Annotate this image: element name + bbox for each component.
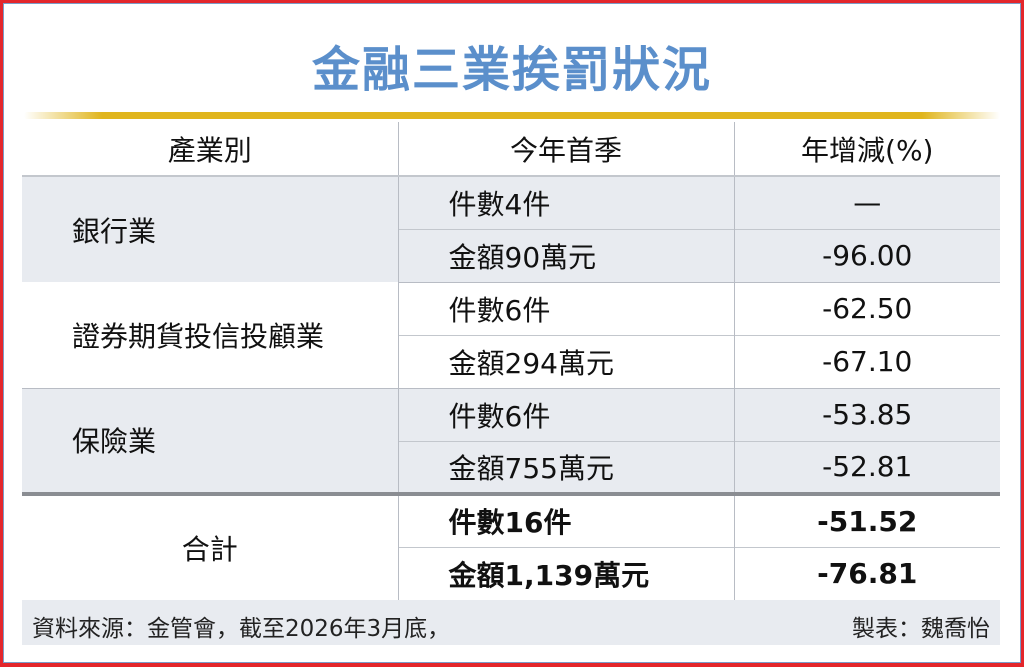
change-cell: -96.00 [733, 229, 1000, 283]
page-title: 金融三業挨罰狀況 [311, 42, 712, 98]
change-cell: -52.81 [733, 441, 1000, 494]
source-note: 資料來源：金管會，截至2026年3月底， [32, 616, 451, 642]
title-divider [24, 112, 1000, 119]
total-row: 合計 件數16件 -51.52 [22, 492, 1000, 600]
table-header-row: 產業別 今年首季 年增減(%) [22, 122, 1000, 177]
item-cell: 件數16件 [397, 492, 734, 547]
total-row: 金額1,139萬元 -76.81 [22, 547, 1000, 600]
table-row: 銀行業 件數4件 — [22, 176, 1000, 248]
total-label: 合計 [22, 492, 398, 600]
table-row: 證券期貨投信投顧業 件數6件 -62.50 [22, 282, 1000, 389]
change-cell: -76.81 [733, 547, 1000, 600]
penalty-table: 產業別 今年首季 年增減(%) 銀行業 件數4件 — 金額90萬元 -96.00… [22, 122, 1000, 600]
credit-note: 製表：魏喬怡 [852, 616, 990, 642]
industry-cell: 證券期貨投信投顧業 [22, 282, 398, 389]
industry-cell: 保險業 [72, 425, 157, 459]
header-change: 年增減(%) [733, 122, 1000, 177]
change-cell: -53.85 [733, 388, 1000, 441]
item-cell: 金額755萬元 [397, 441, 734, 494]
table-row: 保險業 件數6件 -53.85 [22, 388, 1000, 458]
item-cell: 金額1,139萬元 [397, 547, 734, 600]
header-industry: 產業別 [22, 122, 398, 177]
change-cell: -51.52 [733, 492, 1000, 547]
item-cell: 金額90萬元 [397, 229, 734, 283]
item-cell: 件數6件 [397, 388, 734, 441]
header-q1: 今年首季 [397, 122, 734, 177]
item-cell: 金額294萬元 [397, 335, 734, 389]
footer: 資料來源：金管會，截至2026年3月底， 製表：魏喬怡 [22, 600, 1000, 645]
table-row: 金額294萬元 -67.10 [22, 335, 1000, 389]
item-cell: 件數6件 [397, 282, 734, 335]
change-cell: — [733, 176, 1000, 229]
item-cell: 件數4件 [397, 176, 734, 229]
change-cell: -67.10 [733, 335, 1000, 389]
industry-cell: 銀行業 [72, 214, 157, 248]
change-cell: -62.50 [733, 282, 1000, 335]
